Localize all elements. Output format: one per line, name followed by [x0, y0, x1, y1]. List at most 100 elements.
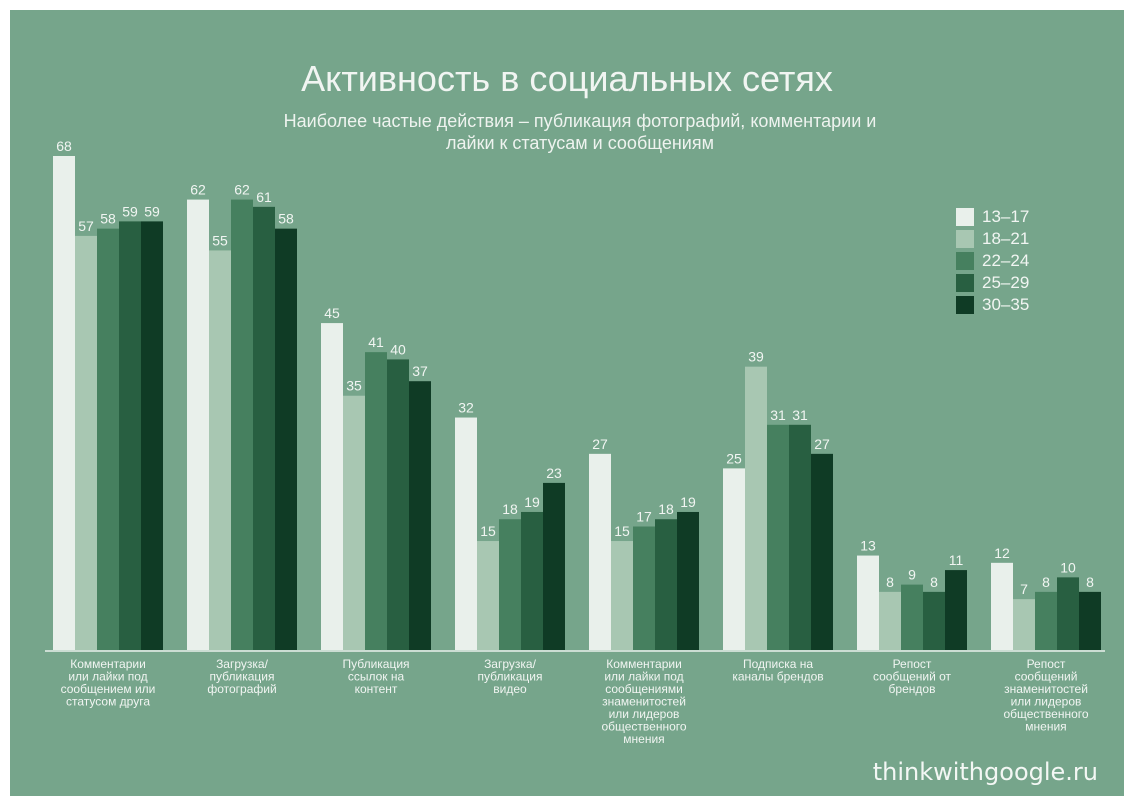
bar	[1013, 599, 1035, 650]
bar-group: 32 15 18 19 23	[455, 400, 565, 650]
bar	[477, 541, 499, 650]
bar-value-label: 18	[658, 501, 674, 517]
bar	[677, 511, 699, 650]
bar	[945, 570, 967, 650]
bar-value-label: 15	[480, 523, 496, 539]
category-label: Репост сообщений знаменитостей или лидеров о…	[1003, 657, 1088, 734]
bar	[789, 424, 811, 650]
bar-value-label: 37	[412, 363, 428, 379]
bar	[521, 511, 543, 650]
bar-value-label: 40	[390, 341, 406, 357]
legend-item-25-29: 25–29	[956, 272, 1076, 294]
bar	[745, 366, 767, 650]
bar	[811, 453, 833, 650]
bar	[97, 228, 119, 650]
legend-label: 22–24	[982, 251, 1030, 270]
legend-item-18-21: 18–21	[956, 228, 1076, 250]
bar-value-label: 62	[234, 182, 250, 198]
bar-value-label: 18	[502, 501, 518, 517]
bar-value-label: 8	[1086, 574, 1094, 590]
legend-swatch	[956, 230, 974, 248]
bar	[187, 199, 209, 650]
bar-value-label: 39	[748, 349, 764, 365]
bar-value-label: 19	[524, 494, 540, 510]
bar-value-label: 7	[1020, 581, 1028, 597]
bar-value-label: 45	[324, 305, 340, 321]
legend-item-13-17: 13–17	[956, 206, 1076, 228]
category-label: Подписка на каналы брендов	[732, 657, 823, 684]
bar-group: 45 35 41 40 37	[321, 305, 431, 650]
bar	[879, 591, 901, 650]
bar	[209, 250, 231, 651]
bar	[53, 156, 75, 650]
category-label: Комментарии или лайки под сообщениями знаме…	[601, 657, 686, 746]
legend-swatch	[956, 296, 974, 314]
chart-frame: Активность в социальных сетях Наиболее ч…	[10, 10, 1124, 796]
bar-group: 13 8 9 8 11	[857, 538, 967, 650]
bar	[611, 541, 633, 650]
bar	[499, 519, 521, 650]
bar-value-label: 27	[592, 436, 608, 452]
bar-value-label: 8	[1042, 574, 1050, 590]
bar	[75, 235, 97, 651]
bar-value-label: 8	[930, 574, 938, 590]
bar-value-label: 35	[346, 378, 362, 394]
bar-value-label: 41	[368, 334, 384, 350]
bar	[321, 323, 343, 650]
bar-value-label: 19	[680, 494, 696, 510]
bar	[857, 555, 879, 650]
bar	[275, 228, 297, 650]
bar-value-label: 13	[860, 538, 876, 554]
bar-value-label: 32	[458, 400, 474, 416]
bar-value-label: 10	[1060, 559, 1076, 575]
bar	[655, 519, 677, 650]
legend-label: 13–17	[982, 207, 1030, 226]
bar	[231, 199, 253, 650]
bar-value-label: 31	[770, 407, 786, 423]
bar-value-label: 61	[256, 189, 272, 205]
bar-group: 68 57 58 59 59	[53, 138, 163, 651]
bar-value-label: 58	[100, 211, 116, 227]
bar-group: 25 39 31 31 27	[723, 349, 833, 650]
bar-value-label: 8	[886, 574, 894, 590]
bar	[991, 562, 1013, 650]
bar-value-label: 9	[908, 567, 916, 583]
category-label: Комментарии или лайки под сообщением или ст…	[61, 657, 156, 709]
bar-value-label: 55	[212, 232, 228, 248]
bar	[589, 453, 611, 650]
bar-value-label: 59	[122, 203, 138, 219]
bar-chart: 68 57 58 59 59 Комментарии или лайки под сообще…	[45, 138, 1105, 746]
bar-value-label: 59	[144, 203, 160, 219]
bar	[409, 381, 431, 650]
bar-value-label: 62	[190, 182, 206, 198]
bar-value-label: 11	[949, 552, 964, 568]
legend-swatch	[956, 252, 974, 270]
bar-value-label: 31	[792, 407, 808, 423]
bar	[455, 417, 477, 650]
legend-swatch	[956, 208, 974, 226]
bar-value-label: 58	[278, 211, 294, 227]
category-label: Загрузка/публикация фотографий	[207, 657, 276, 696]
bar	[767, 424, 789, 650]
bar-value-label: 57	[78, 218, 94, 234]
bar-group: 62 55 62 61 58	[187, 182, 297, 651]
bar	[141, 221, 163, 650]
legend-label: 25–29	[982, 273, 1030, 292]
bar	[1079, 591, 1101, 650]
legend-item-22-24: 22–24	[956, 250, 1076, 272]
bar	[253, 206, 275, 650]
chart-subtitle: Наиболее частые действия – публикация фо…	[283, 111, 877, 153]
bar-value-label: 17	[636, 509, 652, 525]
bar-value-label: 15	[614, 523, 630, 539]
source-label: thinkwithgoogle.ru	[872, 758, 1098, 786]
bar	[119, 221, 141, 650]
bar-value-label: 27	[814, 436, 830, 452]
legend-item-30-35: 30–35	[956, 294, 1076, 316]
bar	[1057, 577, 1079, 650]
bar-value-label: 25	[726, 450, 742, 466]
bar	[343, 395, 365, 650]
bar-value-label: 23	[546, 465, 562, 481]
bar	[543, 482, 565, 650]
bar-group: 27 15 17 18 19	[589, 436, 699, 650]
